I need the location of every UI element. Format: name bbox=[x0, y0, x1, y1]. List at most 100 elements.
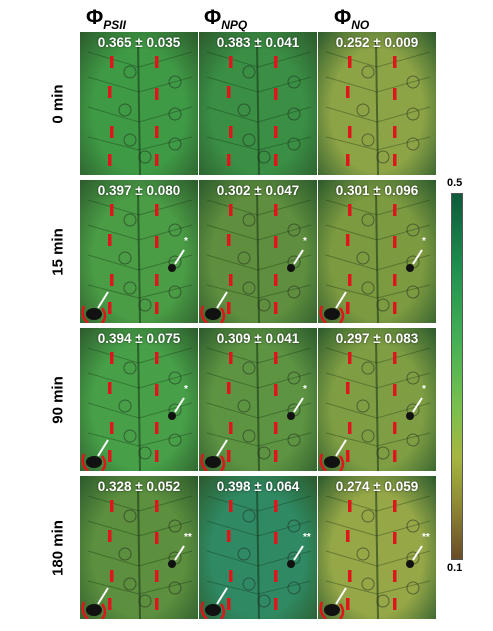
roi-circle bbox=[237, 399, 251, 413]
roi-circle bbox=[118, 399, 132, 413]
leaf-vein bbox=[206, 254, 259, 271]
leaf-vein bbox=[87, 432, 140, 447]
leaf-vein bbox=[257, 76, 312, 93]
roi-marker bbox=[348, 500, 352, 512]
leaf-vein bbox=[87, 580, 140, 595]
roi-marker bbox=[393, 126, 397, 138]
panel-value: 0.274 ± 0.059 bbox=[335, 479, 419, 494]
roi-circle bbox=[123, 281, 137, 295]
arrow-marker bbox=[174, 397, 185, 413]
leaf-vein bbox=[376, 580, 431, 595]
significance-marker: * bbox=[422, 236, 426, 247]
roi-marker bbox=[348, 422, 352, 434]
roi-marker bbox=[110, 126, 114, 138]
leaf-midrib bbox=[256, 189, 260, 323]
roi-marker bbox=[155, 352, 159, 364]
roi-marker bbox=[274, 384, 278, 396]
roi-marker bbox=[274, 56, 278, 68]
leaf-vein bbox=[206, 432, 259, 447]
leaf-vein bbox=[138, 136, 193, 151]
roi-marker bbox=[348, 126, 352, 138]
arrow-marker bbox=[412, 249, 423, 265]
roi-circle bbox=[123, 509, 137, 523]
colorbar-min-label: 0.1 bbox=[447, 562, 463, 574]
leaf-vein bbox=[325, 372, 378, 389]
panel-value: 0.398 ± 0.064 bbox=[216, 479, 300, 494]
roi-circle bbox=[123, 133, 137, 147]
leaf-vein bbox=[325, 136, 378, 151]
roi-marker bbox=[274, 422, 278, 434]
roi-circle bbox=[168, 581, 182, 595]
arrow-marker bbox=[335, 439, 347, 457]
roi-marker bbox=[110, 500, 114, 512]
leaf-vein bbox=[87, 284, 140, 299]
panel-value: 0.394 ± 0.075 bbox=[97, 331, 181, 346]
roi-marker bbox=[155, 598, 159, 610]
roi-marker bbox=[108, 598, 112, 610]
leaf-midrib bbox=[375, 337, 379, 471]
leaf-vein bbox=[87, 76, 140, 93]
lesion-outline bbox=[81, 601, 107, 619]
row-label-90min: 90 min bbox=[47, 328, 69, 471]
arrow-marker bbox=[174, 545, 185, 561]
roi-marker bbox=[229, 274, 233, 286]
roi-marker bbox=[227, 450, 231, 462]
leaf-vein bbox=[87, 550, 140, 567]
panel-value: 0.302 ± 0.047 bbox=[216, 183, 300, 198]
roi-marker bbox=[393, 302, 397, 314]
roi-circle bbox=[118, 251, 132, 265]
roi-marker bbox=[108, 302, 112, 314]
leaf-vein bbox=[376, 224, 431, 241]
leaf-midrib bbox=[137, 485, 141, 619]
leaf-vein bbox=[376, 136, 431, 151]
lesion-spot bbox=[324, 604, 340, 616]
roi-marker bbox=[229, 570, 233, 582]
lesion-outline bbox=[319, 305, 345, 323]
leaf-vein bbox=[325, 402, 378, 419]
leaf-vein bbox=[325, 224, 378, 241]
leaf-vein bbox=[376, 402, 431, 419]
roi-circle bbox=[356, 399, 370, 413]
leaf-vein bbox=[376, 51, 431, 68]
phi-symbol: Φ bbox=[334, 6, 352, 29]
roi-marker bbox=[155, 154, 159, 166]
roi-marker bbox=[108, 86, 112, 98]
roi-marker bbox=[155, 570, 159, 582]
roi-marker bbox=[393, 56, 397, 68]
roi-marker bbox=[348, 274, 352, 286]
leaf-vein bbox=[325, 254, 378, 271]
leaf-midrib bbox=[375, 189, 379, 323]
roi-marker bbox=[110, 274, 114, 286]
roi-circle bbox=[123, 213, 137, 227]
roi-marker bbox=[393, 532, 397, 544]
panel-value: 0.397 ± 0.080 bbox=[97, 183, 181, 198]
roi-circle bbox=[361, 281, 375, 295]
roi-circle bbox=[287, 581, 301, 595]
roi-marker bbox=[108, 382, 112, 394]
roi-circle bbox=[242, 65, 256, 79]
roi-circle bbox=[406, 581, 420, 595]
roi-marker bbox=[155, 422, 159, 434]
roi-marker bbox=[155, 450, 159, 462]
arrow-marker bbox=[293, 249, 304, 265]
roi-circle bbox=[287, 223, 301, 237]
roi-marker bbox=[274, 88, 278, 100]
row-label-text: 90 min bbox=[49, 375, 67, 424]
lesion-spot bbox=[205, 456, 221, 468]
roi-circle bbox=[168, 519, 182, 533]
column-header-npq: ΦNPQ bbox=[204, 6, 247, 32]
lesion-spot bbox=[406, 264, 414, 272]
arrow-marker bbox=[216, 291, 228, 309]
roi-marker bbox=[108, 234, 112, 246]
roi-circle bbox=[257, 594, 271, 608]
panel-value: 0.328 ± 0.052 bbox=[97, 479, 181, 494]
leaf-vein bbox=[257, 224, 312, 241]
arrow-marker bbox=[335, 291, 347, 309]
roi-circle bbox=[356, 251, 370, 265]
leaf-vein bbox=[206, 550, 259, 567]
roi-marker bbox=[393, 500, 397, 512]
leaf-vein bbox=[206, 224, 259, 241]
roi-marker bbox=[155, 302, 159, 314]
leaf-vein bbox=[206, 372, 259, 389]
roi-marker bbox=[274, 302, 278, 314]
